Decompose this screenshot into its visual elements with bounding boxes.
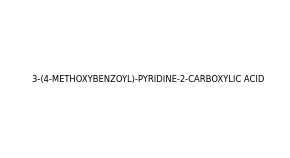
Text: 3-(4-METHOXYBENZOYL)-PYRIDINE-2-CARBOXYLIC ACID: 3-(4-METHOXYBENZOYL)-PYRIDINE-2-CARBOXYL… [32,75,265,84]
